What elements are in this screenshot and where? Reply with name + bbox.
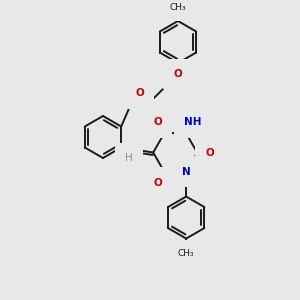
Text: CH₃: CH₃ — [170, 2, 186, 11]
Text: CH₃: CH₃ — [178, 249, 194, 258]
Text: H: H — [125, 153, 133, 163]
Text: NH: NH — [184, 117, 201, 127]
Text: N: N — [182, 167, 190, 177]
Text: O: O — [174, 69, 182, 79]
Text: O: O — [153, 178, 162, 188]
Text: O: O — [206, 148, 214, 158]
Text: O: O — [153, 117, 162, 127]
Text: O: O — [135, 88, 144, 98]
